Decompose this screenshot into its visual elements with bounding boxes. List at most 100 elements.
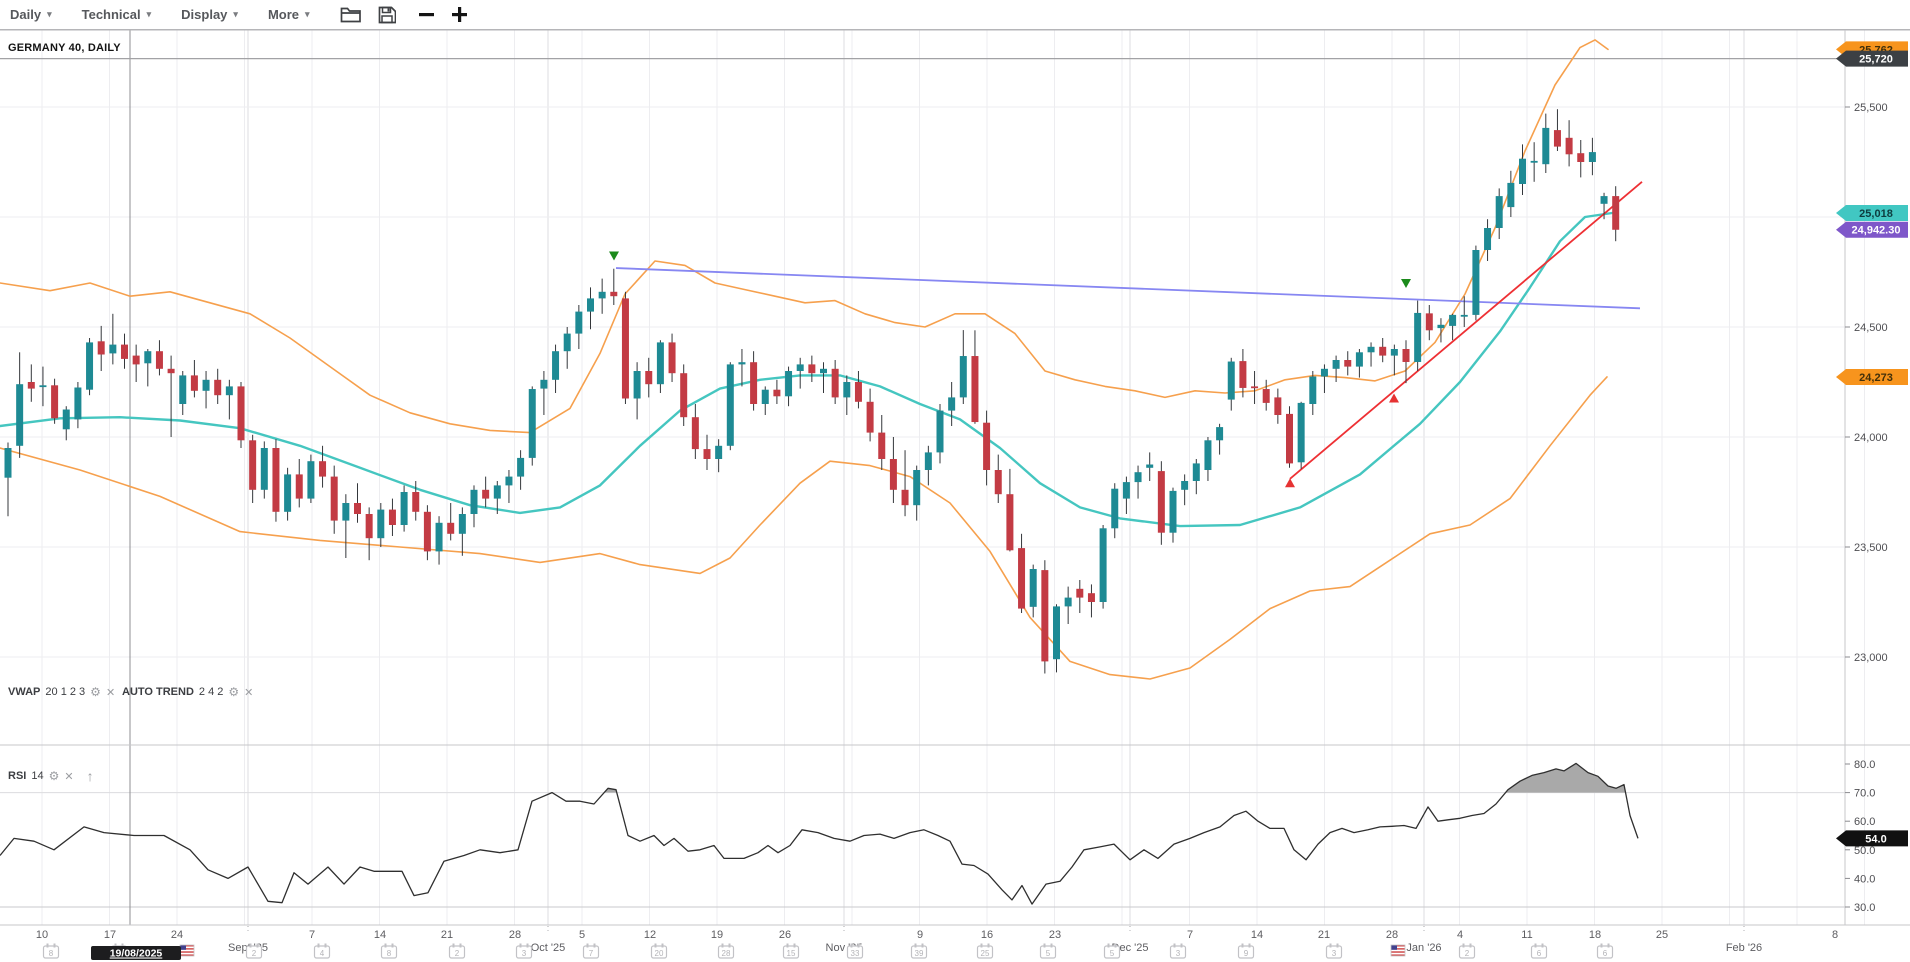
candle[interactable] [1460, 296, 1468, 327]
candle[interactable] [388, 498, 396, 536]
candle[interactable] [86, 338, 94, 396]
candle[interactable] [1367, 342, 1375, 367]
candle[interactable] [1414, 300, 1422, 371]
candle[interactable] [1064, 586, 1072, 624]
candle[interactable] [750, 351, 758, 411]
calendar-event-icon[interactable]: 25 [976, 943, 994, 959]
candle[interactable] [400, 485, 408, 532]
candle[interactable] [51, 378, 59, 424]
candle[interactable] [1157, 461, 1165, 545]
candle[interactable] [202, 371, 210, 409]
candle[interactable] [726, 362, 734, 451]
candle[interactable] [307, 454, 315, 503]
candle[interactable] [295, 459, 303, 508]
candle[interactable] [1286, 406, 1293, 468]
menu-technical[interactable]: Technical ▾ [82, 7, 152, 22]
candle[interactable] [738, 349, 746, 387]
candle[interactable] [936, 404, 944, 464]
candle[interactable] [1227, 357, 1235, 411]
candle[interactable] [1577, 140, 1585, 178]
candle[interactable] [97, 325, 105, 371]
save-icon[interactable] [378, 5, 396, 25]
candle[interactable] [773, 379, 781, 404]
candle[interactable] [1309, 371, 1317, 415]
candle[interactable] [272, 439, 280, 522]
candle[interactable] [924, 445, 932, 486]
candle[interactable] [284, 467, 292, 521]
rsi-remove-icon[interactable]: ✕ [64, 770, 74, 783]
candle[interactable] [4, 442, 12, 517]
candle[interactable] [62, 406, 70, 441]
candle[interactable] [1204, 437, 1212, 481]
candle[interactable] [633, 362, 641, 420]
candle[interactable] [1076, 580, 1084, 613]
candle[interactable] [167, 355, 175, 437]
candle[interactable] [563, 327, 571, 369]
candle[interactable] [342, 494, 350, 558]
auto-trend-settings-icon[interactable]: ⚙ [228, 685, 240, 699]
candle[interactable] [505, 470, 513, 503]
candle[interactable] [843, 375, 851, 415]
candle[interactable] [377, 503, 385, 547]
candle[interactable] [1239, 349, 1247, 398]
candle[interactable] [155, 340, 163, 376]
candle[interactable] [1146, 452, 1154, 481]
candle[interactable] [39, 366, 47, 407]
calendar-event-icon[interactable]: 3 [1325, 943, 1343, 959]
candle[interactable] [1484, 219, 1492, 261]
calendar-event-icon[interactable]: 39 [910, 943, 928, 959]
candle[interactable] [901, 450, 909, 517]
candle[interactable] [540, 371, 548, 415]
calendar-event-icon[interactable]: 3 [515, 943, 533, 959]
calendar-event-icon[interactable]: 6 [1596, 943, 1614, 959]
candle[interactable] [971, 330, 979, 424]
candle[interactable] [1355, 349, 1363, 378]
calendar-event-icon[interactable]: 6 [1530, 943, 1548, 959]
calendar-event-icon[interactable]: 4 [313, 943, 331, 959]
auto-trend-resistance[interactable] [615, 267, 1641, 310]
candle[interactable] [458, 507, 466, 556]
candle[interactable] [1588, 137, 1596, 176]
candle[interactable] [1542, 113, 1550, 173]
calendar-event-icon[interactable]: 5 [1103, 943, 1121, 959]
calendar-event-icon[interactable]: 2 [448, 943, 466, 959]
candle[interactable] [1402, 340, 1410, 384]
vwap-remove-icon[interactable]: ✕ [105, 686, 116, 699]
candle[interactable] [1262, 379, 1270, 411]
candle[interactable] [249, 434, 257, 503]
calendar-event-icon[interactable]: 9 [1237, 943, 1255, 959]
candle[interactable] [1612, 186, 1620, 242]
candle[interactable] [680, 364, 688, 426]
candle[interactable] [1519, 144, 1526, 195]
candle[interactable] [74, 382, 82, 429]
candle[interactable] [785, 366, 793, 407]
candle[interactable] [435, 516, 443, 565]
candle[interactable] [575, 305, 583, 349]
candle[interactable] [715, 439, 723, 473]
calendar-event-icon[interactable]: 20 [650, 943, 668, 959]
candle[interactable] [552, 344, 560, 393]
calendar-event-icon[interactable]: 2 [245, 943, 263, 959]
candle[interactable] [447, 503, 455, 541]
candle[interactable] [1216, 423, 1224, 455]
calendar-event-icon[interactable]: 33 [846, 943, 864, 959]
candle[interactable] [1087, 584, 1095, 618]
candle[interactable] [319, 445, 327, 488]
candle[interactable] [214, 368, 222, 404]
candle[interactable] [260, 441, 268, 499]
candle[interactable] [1099, 525, 1107, 609]
candle[interactable] [27, 364, 35, 402]
menu-timeframe[interactable]: Daily ▾ [10, 7, 52, 22]
candle[interactable] [1600, 192, 1608, 220]
candle[interactable] [820, 362, 827, 393]
candle[interactable] [668, 333, 676, 382]
candle[interactable] [190, 360, 198, 398]
candle[interactable] [1425, 305, 1433, 341]
candle[interactable] [423, 505, 431, 561]
candle[interactable] [225, 379, 233, 420]
candle[interactable] [1390, 344, 1398, 376]
candle[interactable] [1449, 313, 1457, 341]
candle[interactable] [703, 434, 711, 470]
candle[interactable] [598, 278, 606, 314]
auto-trend-support[interactable] [1289, 181, 1643, 480]
